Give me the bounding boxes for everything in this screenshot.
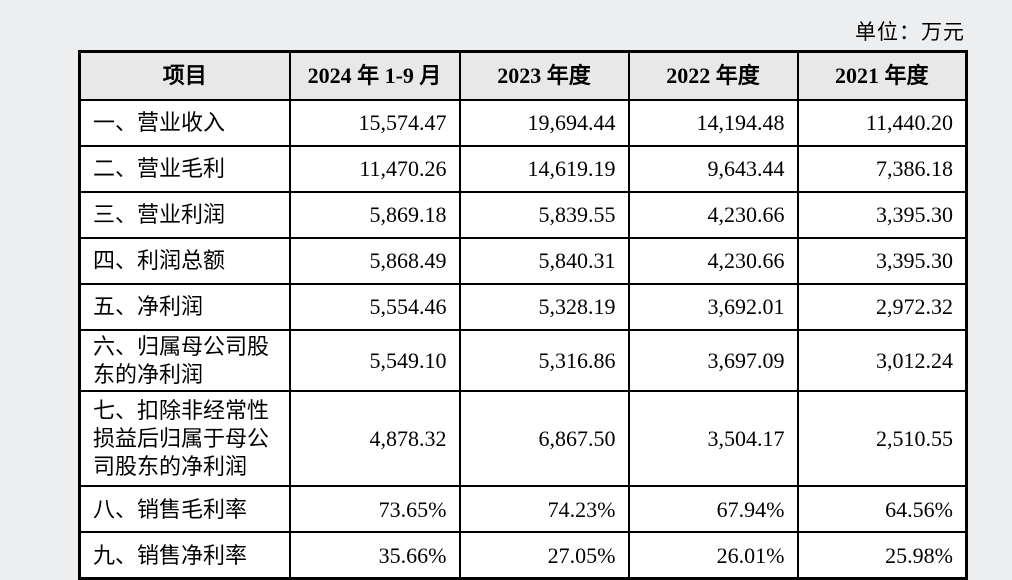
value-cell: 2,510.55 <box>796 390 968 488</box>
column-header-2024: 2024 年 1-9 月 <box>288 50 461 101</box>
value-cell: 5,316.86 <box>458 328 630 393</box>
value-cell: 5,839.55 <box>458 191 630 239</box>
table-row: 九、销售净利率 35.66% 27.05% 26.01% 25.98% <box>78 531 968 580</box>
value-cell: 11,440.20 <box>796 99 968 147</box>
value-cell: 35.66% <box>288 531 461 580</box>
column-header-item: 项目 <box>78 50 291 101</box>
value-cell: 5,554.46 <box>288 283 461 331</box>
value-cell: 64.56% <box>796 485 968 534</box>
table-row: 六、归属母公司股东的净利润 5,549.10 5,316.86 3,697.09 3,0… <box>78 328 968 393</box>
value-cell: 15,574.47 <box>288 99 461 147</box>
row-label-cell: 三、营业利润 <box>78 191 291 239</box>
unit-label: 单位：万元 <box>855 20 965 44</box>
value-cell: 5,868.49 <box>288 237 461 285</box>
row-label-cell: 九、销售净利率 <box>78 531 291 580</box>
row-label-cell: 七、扣除非经常性损益后归属于母公司股东的净利润 <box>78 390 291 488</box>
table-row: 七、扣除非经常性损益后归属于母公司股东的净利润 4,878.32 6,867.50 3… <box>78 390 968 488</box>
table-header: 项目 2024 年 1-9 月 2023 年度 2022 年度 2021 年度 <box>78 50 968 101</box>
value-cell: 9,643.44 <box>627 145 799 193</box>
row-label-cell: 二、营业毛利 <box>78 145 291 193</box>
table-row: 二、营业毛利 11,470.26 14,619.19 9,643.44 7,386.18 <box>78 145 968 193</box>
column-header-2023: 2023 年度 <box>458 50 630 101</box>
row-label-cell: 六、归属母公司股东的净利润 <box>78 328 291 393</box>
value-cell: 3,012.24 <box>796 328 968 393</box>
value-cell: 4,878.32 <box>288 390 461 488</box>
column-header-2021: 2021 年度 <box>796 50 968 101</box>
financial-summary-table-container: 项目 2024 年 1-9 月 2023 年度 2022 年度 2021 年度 … <box>78 50 968 580</box>
value-cell: 73.65% <box>288 485 461 534</box>
value-cell: 14,619.19 <box>458 145 630 193</box>
value-cell: 19,694.44 <box>458 99 630 147</box>
header-row: 项目 2024 年 1-9 月 2023 年度 2022 年度 2021 年度 <box>78 50 968 101</box>
value-cell: 5,549.10 <box>288 328 461 393</box>
table-row: 五、净利润 5,554.46 5,328.19 3,692.01 2,972.32 <box>78 283 968 331</box>
value-cell: 14,194.48 <box>627 99 799 147</box>
value-cell: 2,972.32 <box>796 283 968 331</box>
value-cell: 3,697.09 <box>627 328 799 393</box>
value-cell: 3,504.17 <box>627 390 799 488</box>
value-cell: 25.98% <box>796 531 968 580</box>
row-label-cell: 一、营业收入 <box>78 99 291 147</box>
value-cell: 3,395.30 <box>796 191 968 239</box>
table-body: 一、营业收入 15,574.47 19,694.44 14,194.48 11,440.… <box>78 99 968 580</box>
value-cell: 4,230.66 <box>627 237 799 285</box>
row-label-cell: 四、利润总额 <box>78 237 291 285</box>
value-cell: 5,840.31 <box>458 237 630 285</box>
value-cell: 74.23% <box>458 485 630 534</box>
value-cell: 3,692.01 <box>627 283 799 331</box>
value-cell: 4,230.66 <box>627 191 799 239</box>
value-cell: 7,386.18 <box>796 145 968 193</box>
row-label-cell: 五、净利润 <box>78 283 291 331</box>
financial-summary-table: 项目 2024 年 1-9 月 2023 年度 2022 年度 2021 年度 … <box>78 50 968 580</box>
column-header-2022: 2022 年度 <box>627 50 799 101</box>
value-cell: 67.94% <box>627 485 799 534</box>
table-row: 一、营业收入 15,574.47 19,694.44 14,194.48 11,440.… <box>78 99 968 147</box>
value-cell: 27.05% <box>458 531 630 580</box>
table-row: 八、销售毛利率 73.65% 74.23% 67.94% 64.56% <box>78 485 968 534</box>
value-cell: 3,395.30 <box>796 237 968 285</box>
table-row: 四、利润总额 5,868.49 5,840.31 4,230.66 3,395.30 <box>78 237 968 285</box>
table-row: 三、营业利润 5,869.18 5,839.55 4,230.66 3,395.30 <box>78 191 968 239</box>
value-cell: 5,328.19 <box>458 283 630 331</box>
value-cell: 26.01% <box>627 531 799 580</box>
value-cell: 6,867.50 <box>458 390 630 488</box>
value-cell: 5,869.18 <box>288 191 461 239</box>
value-cell: 11,470.26 <box>288 145 461 193</box>
row-label-cell: 八、销售毛利率 <box>78 485 291 534</box>
